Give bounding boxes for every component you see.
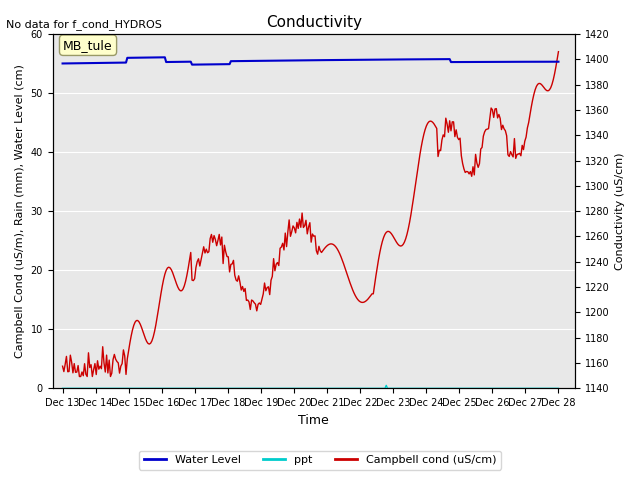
Text: MB_tule: MB_tule	[63, 39, 113, 52]
Y-axis label: Conductivity (uS/cm): Conductivity (uS/cm)	[615, 152, 625, 270]
X-axis label: Time: Time	[298, 414, 329, 427]
Text: No data for f_cond_HYDROS: No data for f_cond_HYDROS	[6, 19, 163, 30]
Y-axis label: Campbell Cond (uS/m), Rain (mm), Water Level (cm): Campbell Cond (uS/m), Rain (mm), Water L…	[15, 64, 25, 358]
Legend: Water Level, ppt, Campbell cond (uS/cm): Water Level, ppt, Campbell cond (uS/cm)	[140, 451, 500, 469]
Title: Conductivity: Conductivity	[266, 15, 362, 30]
